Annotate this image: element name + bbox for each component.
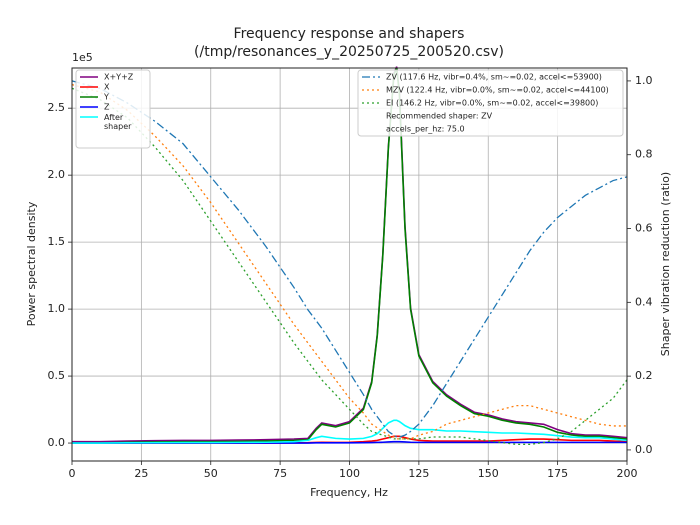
plot-frame [71,67,628,462]
y2-tick-label: 0.4 [635,295,653,308]
legend-label: MZV (122.4 Hz, vibr=0.0%, sm~=0.02, acce… [386,86,609,95]
chart-title: Frequency response and shapers [234,26,465,42]
x-tick-label: 100 [339,467,360,480]
chart-subtitle: (/tmp/resonances_y_20250725_200520.csv) [194,44,504,60]
legend-note: accels_per_hz: 75.0 [386,125,465,134]
y2-axis-label: Shaper vibration reduction (ratio) [659,172,672,356]
y2-tick-label: 0.0 [635,443,653,456]
y-tick-label: 2.5 [48,101,66,114]
x-tick-label: 175 [547,467,568,480]
x-tick-label: 25 [134,467,148,480]
legend-label: Y [103,93,109,102]
legend-note: Recommended shaper: ZV [386,112,493,121]
y2-tick-label: 0.6 [635,222,653,235]
legend: ZV (117.6 Hz, vibr=0.4%, sm~=0.02, accel… [357,69,624,137]
legend-label: After shaper [104,113,132,131]
y-offset-label: 1e5 [72,51,93,64]
legend-label: ZV (117.6 Hz, vibr=0.4%, sm~=0.02, accel… [386,73,602,82]
x-tick-label: 125 [408,467,429,480]
x-axis-label: Frequency, Hz [310,486,388,499]
y-tick-label: 1.5 [48,235,66,248]
y2-tick-label: 1.0 [635,74,653,87]
legend-box [357,69,624,137]
y-axis-label: Power spectral density [25,201,38,326]
series-line [71,87,628,446]
x-tick-label: 0 [69,467,76,480]
y-tick-label: 0.0 [48,436,66,449]
legend-label: EI (146.2 Hz, vibr=0.0%, sm~=0.02, accel… [386,99,598,108]
legend-label: Z [104,103,110,112]
legend-label: X+Y+Z [104,73,134,82]
legend-box [75,69,151,149]
series-line [71,80,628,438]
series-line [71,83,627,440]
x-tick-label: 150 [478,467,499,480]
y2-tick-label: 0.8 [635,148,653,161]
legend-label: X [104,83,110,92]
y2-tick-label: 0.2 [635,369,653,382]
x-tick-label: 200 [617,467,638,480]
x-tick-label: 50 [204,467,218,480]
y-tick-label: 0.5 [48,369,66,382]
x-tick-label: 75 [273,467,287,480]
y-tick-label: 1.0 [48,302,66,315]
y-tick-label: 2.0 [48,168,66,181]
series-line [72,419,628,444]
